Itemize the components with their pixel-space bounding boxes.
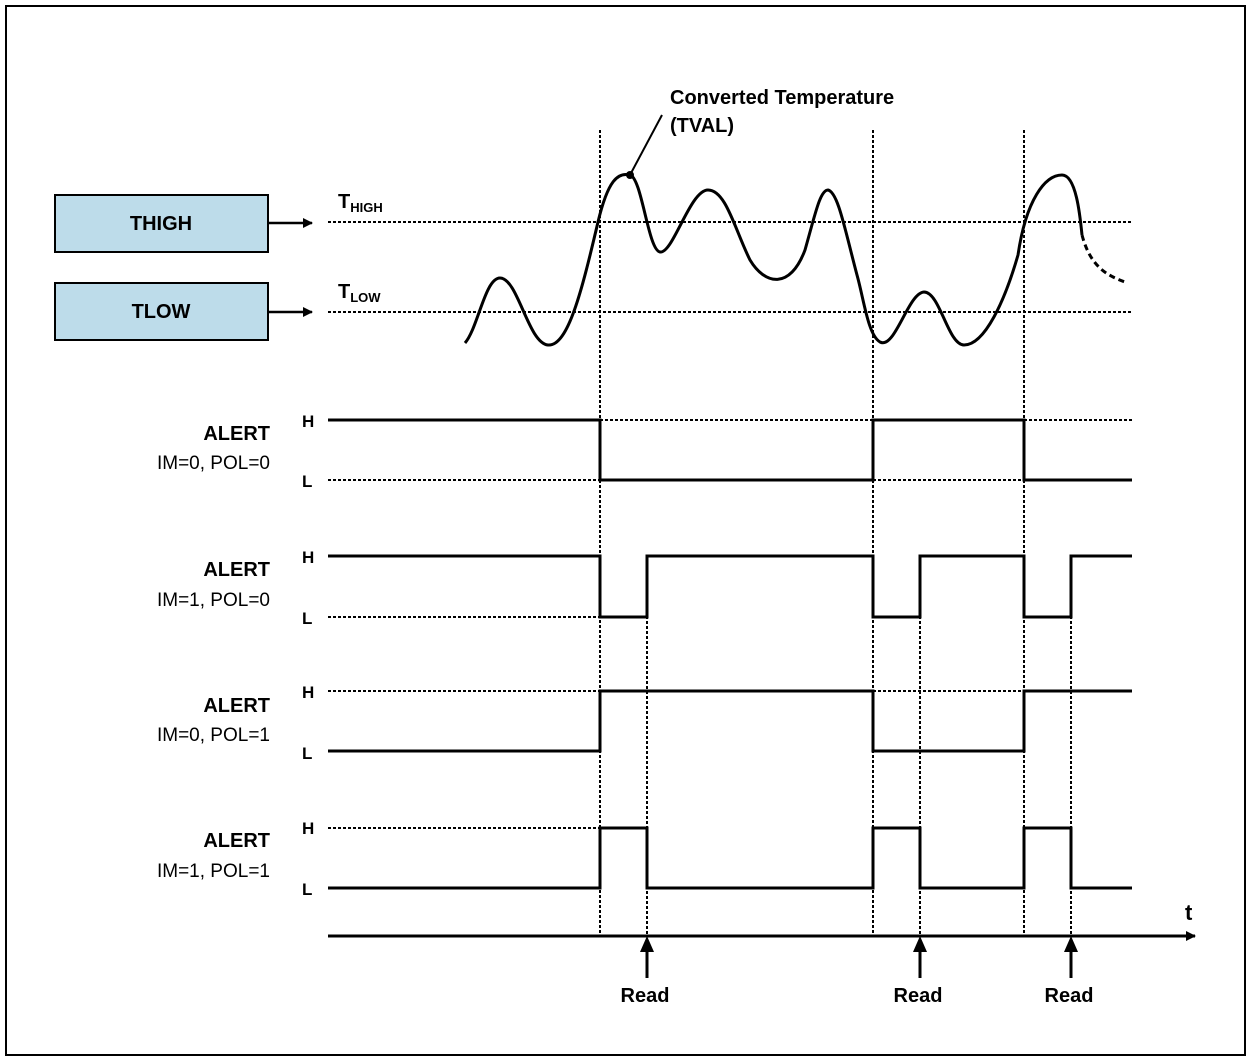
- tlow-register-label: TLOW: [132, 301, 191, 323]
- thigh-threshold-label: THIGH: [338, 191, 383, 215]
- trace-1-low-level: L: [302, 472, 312, 491]
- trace-2-mode: IM=1, POL=0: [157, 590, 270, 611]
- tlow-register-box: [54, 282, 269, 341]
- trace-3: ALERT IM=0, POL=1 H L: [157, 683, 1132, 763]
- temperature-curve-continuation: [1080, 234, 1126, 284]
- curve-label-line2: (TVAL): [670, 115, 734, 137]
- read-label-2: Read: [894, 985, 943, 1007]
- trace-1-name: ALERT: [203, 423, 270, 445]
- trace-2-high-level: H: [302, 548, 314, 567]
- read-marker-3: Read: [1045, 936, 1094, 1007]
- trace-1-waveform: [328, 418, 1132, 482]
- trace-3-low-level: L: [302, 744, 312, 763]
- curve-label-line1: Converted Temperature: [670, 87, 894, 109]
- temperature-curve: [463, 172, 1084, 347]
- trace-4-low-level: L: [302, 880, 312, 899]
- read-label-1: Read: [621, 985, 670, 1007]
- trace-4-waveform: [328, 826, 1132, 890]
- trace-3-waveform: [328, 689, 1132, 753]
- read-marker-1: Read: [621, 936, 670, 1007]
- thigh-register-box: [54, 194, 269, 253]
- tlow-threshold-label: TLOW: [338, 281, 381, 305]
- read-marker-2: Read: [894, 936, 943, 1007]
- read-label-3: Read: [1045, 985, 1094, 1007]
- trace-3-high-level: H: [302, 683, 314, 702]
- trace-3-name: ALERT: [203, 695, 270, 717]
- time-axis-label: t: [1185, 900, 1193, 925]
- figure-border: [5, 5, 1246, 1056]
- trace-2-name: ALERT: [203, 559, 270, 581]
- read-arrowhead-1: [640, 936, 654, 952]
- trace-4-high-level: H: [302, 819, 314, 838]
- trace-4-mode: IM=1, POL=1: [157, 861, 270, 882]
- curve-callout-line: [629, 114, 663, 176]
- read-arrowhead-2: [913, 936, 927, 952]
- trace-4: ALERT IM=1, POL=1 H L: [157, 819, 1132, 899]
- trace-2-waveform: [328, 554, 1132, 619]
- trace-3-mode: IM=0, POL=1: [157, 725, 270, 746]
- trace-4-name: ALERT: [203, 830, 270, 852]
- thigh-register-label: THIGH: [130, 213, 192, 235]
- trace-1-mode: IM=0, POL=0: [157, 453, 270, 474]
- trace-1: ALERT IM=0, POL=0 H L: [157, 412, 1132, 491]
- read-arrowhead-3: [1064, 936, 1078, 952]
- trace-2-low-level: L: [302, 609, 312, 628]
- trace-2: ALERT IM=1, POL=0 H L: [157, 548, 1132, 628]
- trace-1-high-level: H: [302, 412, 314, 431]
